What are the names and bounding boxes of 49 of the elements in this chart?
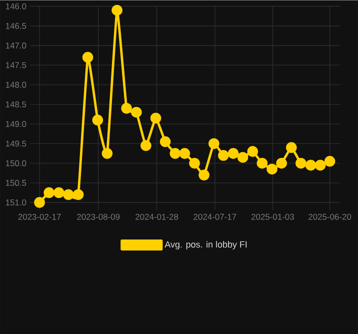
point <box>112 4 122 16</box>
point <box>314 160 326 170</box>
y-tick-label: 150.5 <box>6 180 26 186</box>
y-tick-label: 146.0 <box>6 3 26 10</box>
x-tick-label: 2023-02-17 <box>18 214 61 220</box>
point <box>247 146 258 157</box>
point <box>305 160 316 170</box>
point <box>218 150 229 161</box>
point <box>228 148 239 159</box>
x-tick-label: 2024-07-17 <box>194 214 236 220</box>
y-tick-label: 150.0 <box>6 160 26 166</box>
point <box>266 164 278 174</box>
point <box>82 52 94 63</box>
y-tick-label: 147.5 <box>6 62 26 68</box>
point <box>256 158 268 168</box>
y-tick-label: 148.5 <box>6 101 26 108</box>
point <box>324 156 336 167</box>
point <box>121 102 132 114</box>
point <box>276 158 287 168</box>
y-tick-label: 149.5 <box>6 140 26 146</box>
point <box>150 112 162 124</box>
point <box>140 140 152 151</box>
point <box>198 169 210 180</box>
y-tick-label: 149.0 <box>6 120 26 127</box>
x-tick-label: 2025-06-20 <box>308 214 352 220</box>
x-tick-label: 2025-01-03 <box>251 214 294 220</box>
point <box>63 189 74 200</box>
point <box>179 148 190 159</box>
y-tick-label: 147.0 <box>6 42 26 48</box>
point <box>170 148 181 159</box>
y-tick-label: 146.5 <box>6 22 26 29</box>
legend-label: Avg. pos. in lobby FI <box>164 240 247 250</box>
point <box>34 196 45 208</box>
point <box>208 138 220 149</box>
point <box>189 158 200 168</box>
point <box>237 152 248 163</box>
point <box>296 158 306 168</box>
y-tick-label: 148.0 <box>6 82 26 88</box>
x-tick-label: 2024-01-28 <box>136 214 178 220</box>
point <box>286 142 297 153</box>
point <box>44 187 54 198</box>
point <box>92 114 104 126</box>
point <box>160 136 171 147</box>
y-tick-label: 151.0 <box>6 199 26 206</box>
x-tick-label: 2023-08-09 <box>77 214 120 220</box>
point <box>72 189 84 200</box>
point <box>53 187 64 198</box>
point <box>102 148 113 159</box>
point <box>130 106 142 118</box>
